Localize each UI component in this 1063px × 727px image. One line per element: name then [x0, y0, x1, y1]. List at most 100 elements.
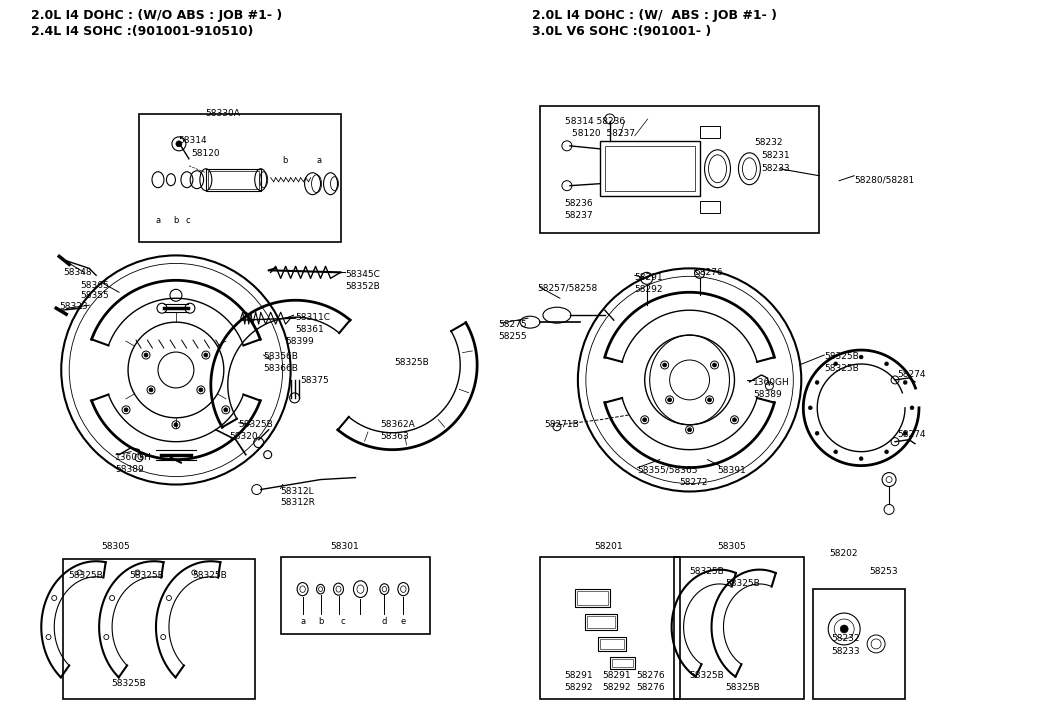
Text: 3.0L V6 SOHC :(901001- ): 3.0L V6 SOHC :(901001- ) [532, 25, 711, 39]
Bar [600, 141, 699, 196]
Text: 58311C: 58311C [296, 313, 331, 322]
Text: 58325B: 58325B [690, 567, 724, 577]
Text: 58255: 58255 [499, 332, 526, 341]
Bar [577, 591, 608, 605]
Text: 58120  58237: 58120 58237 [572, 129, 635, 138]
Text: 58276: 58276 [637, 683, 665, 692]
Circle shape [904, 431, 907, 435]
Circle shape [833, 450, 838, 454]
Circle shape [199, 388, 203, 392]
Bar [63, 559, 255, 699]
Text: 58330A: 58330A [205, 109, 240, 118]
Text: 58253: 58253 [870, 567, 898, 577]
Text: b: b [318, 617, 323, 626]
Text: 58292: 58292 [602, 683, 630, 692]
Bar [597, 637, 626, 651]
Bar [206, 169, 260, 190]
Text: 58355/58365: 58355/58365 [638, 465, 698, 475]
Text: 58325B: 58325B [824, 364, 859, 373]
Circle shape [688, 427, 692, 432]
Text: 58323: 58323 [60, 302, 88, 311]
Bar [610, 657, 635, 669]
Circle shape [815, 380, 820, 385]
Bar [585, 614, 617, 630]
Text: b: b [283, 156, 288, 165]
Text: 58312R: 58312R [281, 499, 316, 507]
Text: 58233: 58233 [761, 164, 790, 173]
Text: 58257/58258: 58257/58258 [537, 284, 597, 292]
Bar [612, 659, 632, 667]
Text: 58305: 58305 [101, 542, 130, 551]
Text: 58399: 58399 [286, 337, 315, 346]
Text: 58202: 58202 [829, 550, 858, 558]
Text: 58232: 58232 [755, 138, 783, 147]
Text: 58325B: 58325B [725, 579, 760, 588]
Text: 58120: 58120 [191, 149, 220, 158]
Text: 58365: 58365 [80, 281, 108, 290]
Circle shape [174, 423, 178, 427]
Text: 2.0L I4 DOHC : (W/  ABS : JOB #1- ): 2.0L I4 DOHC : (W/ ABS : JOB #1- ) [532, 9, 777, 23]
Circle shape [904, 380, 907, 385]
Text: 58389: 58389 [115, 465, 144, 473]
Text: 58291: 58291 [602, 671, 630, 680]
Text: 58236: 58236 [563, 198, 592, 208]
Circle shape [224, 408, 227, 411]
Text: 58325B: 58325B [68, 571, 103, 580]
Text: 58291: 58291 [635, 273, 663, 282]
Bar [139, 114, 340, 243]
Circle shape [176, 141, 182, 147]
Text: 58276: 58276 [694, 268, 723, 278]
Circle shape [708, 398, 711, 402]
Text: 58231: 58231 [761, 150, 790, 160]
Text: 58361: 58361 [296, 325, 324, 334]
Text: 58276: 58276 [637, 671, 665, 680]
Text: 2.4L I4 SOHC :(901001-910510): 2.4L I4 SOHC :(901001-910510) [31, 25, 254, 39]
Bar [281, 558, 431, 634]
Bar [587, 616, 614, 628]
Circle shape [859, 355, 863, 359]
Circle shape [204, 353, 208, 357]
Text: 1360GH: 1360GH [115, 453, 152, 462]
Text: 58292: 58292 [563, 683, 592, 692]
Text: c: c [340, 617, 344, 626]
Text: a: a [156, 216, 162, 225]
Bar [540, 106, 820, 233]
Circle shape [662, 363, 667, 367]
Text: 58232: 58232 [831, 634, 860, 643]
Text: 1360GH: 1360GH [754, 378, 790, 387]
Circle shape [833, 362, 838, 366]
Text: 58325B: 58325B [725, 683, 760, 692]
Text: 58272: 58272 [679, 478, 708, 486]
Circle shape [815, 431, 820, 435]
Text: 58391: 58391 [718, 465, 746, 475]
Circle shape [149, 388, 153, 392]
Bar [699, 126, 720, 138]
Text: 58275: 58275 [499, 320, 526, 329]
Text: 58301: 58301 [331, 542, 359, 551]
Text: e: e [401, 617, 406, 626]
Bar [600, 639, 624, 649]
Text: 58325B: 58325B [690, 671, 724, 680]
Text: 58271B: 58271B [544, 419, 578, 429]
Text: 58280/58281: 58280/58281 [855, 176, 914, 185]
Text: a: a [317, 156, 322, 165]
Circle shape [124, 408, 128, 411]
Text: 58201: 58201 [594, 542, 623, 551]
Text: 58325B: 58325B [394, 358, 429, 367]
Text: 58325B: 58325B [239, 419, 273, 429]
Text: 58345C: 58345C [345, 270, 381, 279]
Text: b: b [173, 216, 179, 225]
Text: 58362A: 58362A [381, 419, 416, 429]
Text: 58237: 58237 [563, 211, 592, 220]
Text: 58314 58236: 58314 58236 [564, 117, 625, 126]
Circle shape [910, 406, 914, 410]
Text: 58274: 58274 [897, 370, 926, 379]
Text: 58355: 58355 [80, 292, 108, 300]
Bar [540, 558, 679, 699]
Circle shape [668, 398, 672, 402]
Text: 58366B: 58366B [264, 364, 299, 373]
Text: d: d [382, 617, 387, 626]
Bar [575, 589, 610, 607]
Text: c: c [186, 216, 190, 225]
Text: 58325B: 58325B [824, 352, 859, 361]
